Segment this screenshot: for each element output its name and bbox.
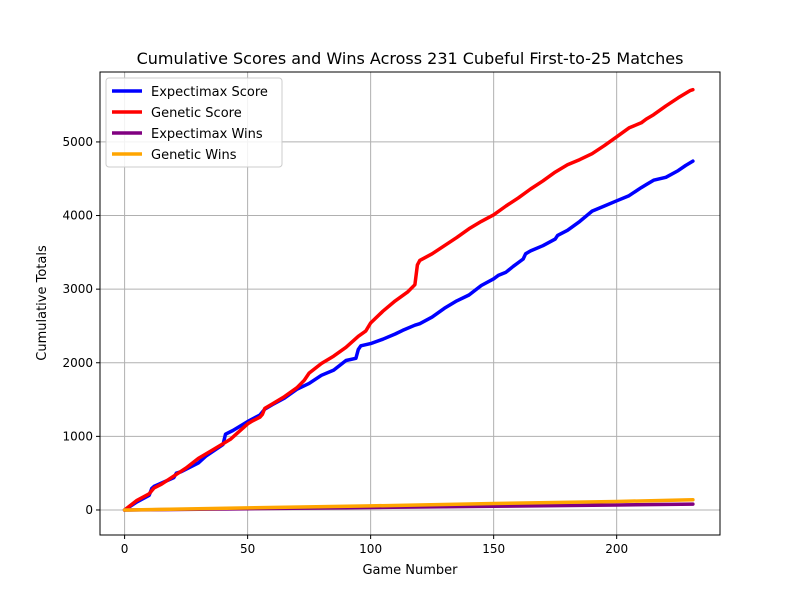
plot-frame [99, 71, 721, 536]
x-tick-label: 100 [359, 542, 382, 556]
x-tick-label: 50 [240, 542, 255, 556]
legend-label-expectimax-wins: Expectimax Wins [151, 127, 263, 142]
x-tick-label: 200 [605, 542, 628, 556]
y-tick-label: 3000 [62, 282, 93, 296]
y-axis-label: Cumulative Totals [35, 245, 50, 361]
series-line-expectimax-score [122, 159, 695, 512]
series-lines [122, 87, 695, 512]
y-tick-label: 4000 [62, 209, 93, 223]
x-tick-label: 0 [121, 542, 129, 556]
x-tick-label: 150 [482, 542, 505, 556]
legend-label-genetic-score: Genetic Score [151, 106, 242, 121]
legend-label-expectimax-score: Expectimax Score [151, 85, 268, 100]
x-axis-label: Game Number [362, 563, 458, 578]
y-tick-label: 5000 [62, 135, 93, 149]
series-line-genetic-wins [122, 497, 695, 512]
legend-label-genetic-wins: Genetic Wins [151, 148, 237, 163]
y-tick-label: 2000 [62, 356, 93, 370]
legend-box [105, 77, 283, 168]
series-line-genetic-score [122, 87, 695, 512]
y-tick-label: 0 [85, 503, 93, 517]
chart-title: Cumulative Scores and Wins Across 231 Cu… [137, 49, 684, 68]
legend: Expectimax Score Genetic Score Expectimax … [105, 77, 283, 168]
y-tick-label: 1000 [62, 429, 93, 443]
